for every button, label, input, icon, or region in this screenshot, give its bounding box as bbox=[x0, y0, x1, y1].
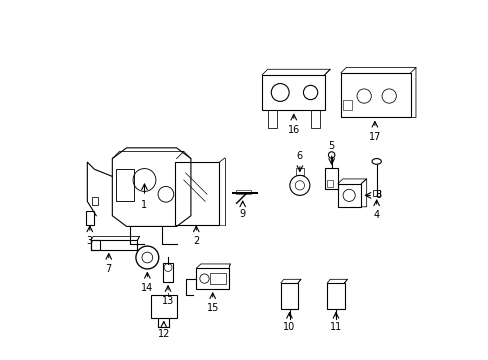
Text: 9: 9 bbox=[239, 209, 245, 219]
Text: 1: 1 bbox=[141, 200, 147, 210]
Bar bbox=[340, 73, 410, 117]
Text: 4: 4 bbox=[373, 210, 379, 220]
Bar bbox=[310, 111, 319, 128]
Bar bbox=[151, 296, 176, 318]
Bar bbox=[196, 268, 229, 289]
Bar bbox=[267, 111, 276, 128]
Text: 17: 17 bbox=[368, 132, 380, 142]
Bar bbox=[281, 283, 298, 309]
Text: 10: 10 bbox=[283, 322, 295, 332]
Text: 8: 8 bbox=[374, 190, 380, 201]
Text: 14: 14 bbox=[141, 283, 153, 293]
Text: 6: 6 bbox=[296, 152, 302, 161]
Bar bbox=[175, 162, 219, 225]
Bar bbox=[91, 240, 100, 249]
Bar bbox=[337, 184, 361, 207]
Text: 7: 7 bbox=[105, 264, 112, 274]
Text: 11: 11 bbox=[329, 322, 342, 332]
Text: 5: 5 bbox=[328, 141, 334, 151]
Bar bbox=[163, 263, 173, 282]
Bar bbox=[372, 190, 380, 196]
Text: 16: 16 bbox=[287, 125, 299, 135]
Text: 13: 13 bbox=[162, 296, 174, 306]
Bar bbox=[210, 273, 226, 284]
Bar bbox=[91, 240, 137, 249]
Bar bbox=[342, 100, 351, 111]
Text: 2: 2 bbox=[193, 237, 199, 247]
Bar bbox=[324, 168, 338, 189]
Bar bbox=[326, 180, 332, 187]
Text: 3: 3 bbox=[86, 237, 93, 247]
Bar bbox=[235, 190, 250, 194]
Bar bbox=[262, 75, 324, 111]
Text: 12: 12 bbox=[157, 329, 170, 339]
Bar bbox=[85, 211, 94, 225]
Text: 15: 15 bbox=[206, 303, 219, 313]
Bar bbox=[116, 169, 134, 202]
Bar bbox=[295, 168, 303, 175]
Bar bbox=[326, 283, 344, 309]
Bar bbox=[91, 197, 98, 205]
